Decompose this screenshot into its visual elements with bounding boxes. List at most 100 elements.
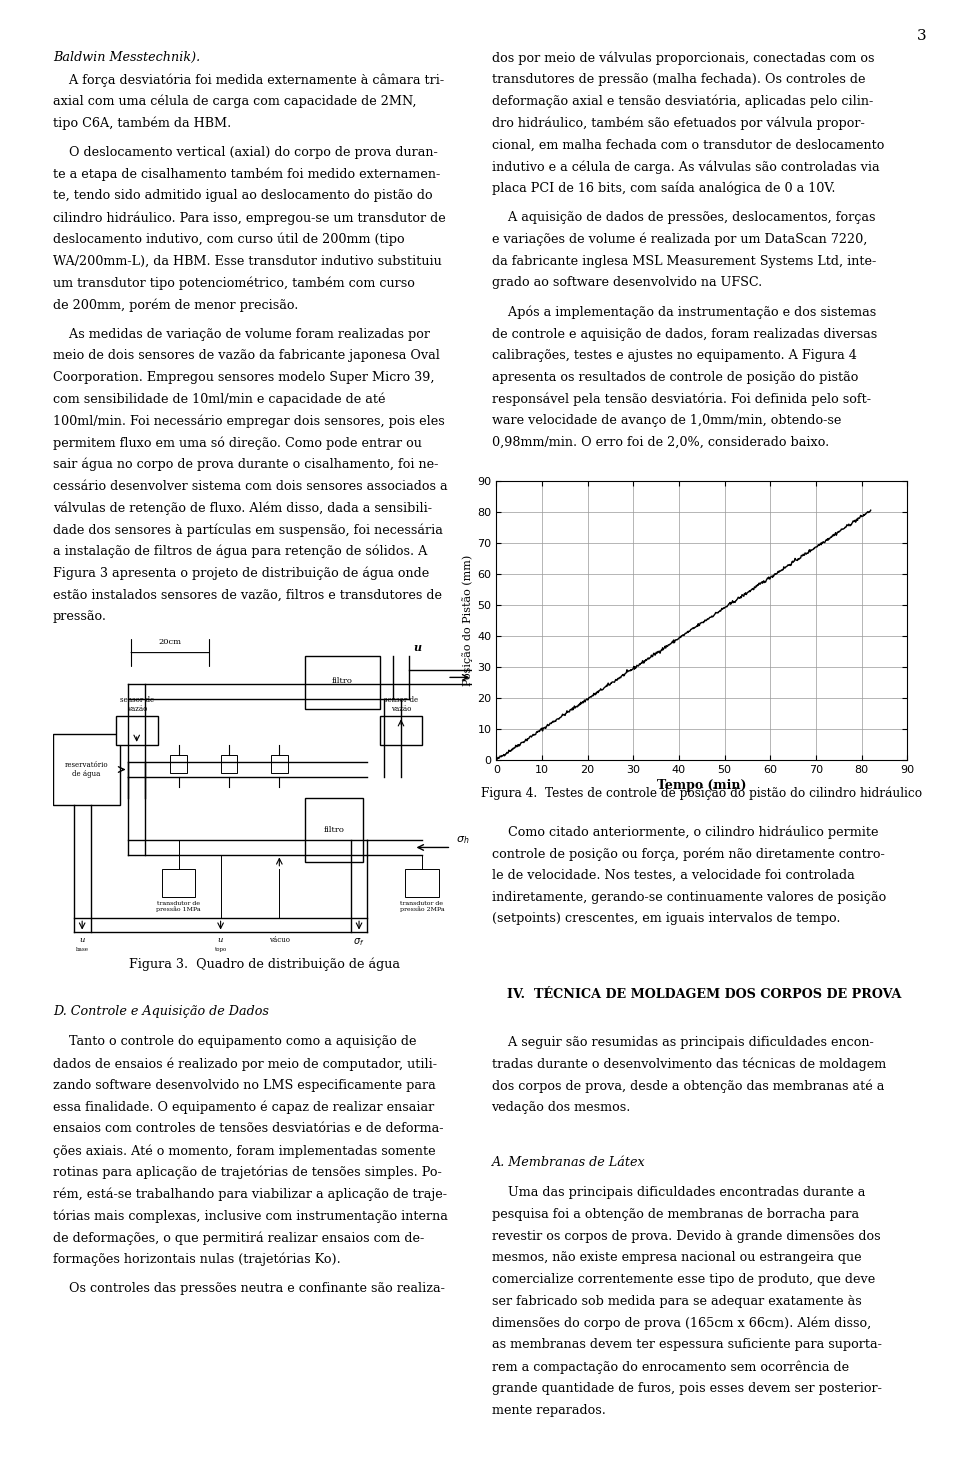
Text: mesmos, não existe empresa nacional ou estrangeira que: mesmos, não existe empresa nacional ou e… [492,1252,861,1265]
Text: Coorporation. Empregou sensores modelo Super Micro 39,: Coorporation. Empregou sensores modelo S… [53,372,434,383]
Text: comercialize correntemente esse tipo de produto, que deve: comercialize correntemente esse tipo de … [492,1274,875,1287]
Text: sensor de
vazão: sensor de vazão [120,696,154,712]
Text: responsável pela tensão desviatória. Foi definida pelo soft-: responsável pela tensão desviatória. Foi… [492,392,871,407]
Text: apresenta os resultados de controle de posição do pistão: apresenta os resultados de controle de p… [492,372,858,383]
Text: A força desviatória foi medida externamente à câmara tri-: A força desviatória foi medida extername… [53,73,444,87]
Text: reservatório
de água: reservatório de água [64,761,108,779]
Text: de controle e aquisição de dados, foram realizadas diversas: de controle e aquisição de dados, foram … [492,328,876,341]
Text: sair água no corpo de prova durante o cisalhamento, foi ne-: sair água no corpo de prova durante o ci… [53,458,438,472]
Text: essa finalidade. O equipamento é capaz de realizar ensaiar: essa finalidade. O equipamento é capaz d… [53,1100,434,1114]
Bar [380,717,422,745]
Text: tradas durante o desenvolvimento das técnicas de moldagem: tradas durante o desenvolvimento das téc… [492,1058,886,1071]
Bar [162,868,196,898]
Text: deslocamento indutivo, com curso útil de 200mm (tipo: deslocamento indutivo, com curso útil de… [53,234,404,247]
Text: zando software desenvolvido no LMS especificamente para: zando software desenvolvido no LMS espec… [53,1078,436,1091]
Text: vedação dos mesmos.: vedação dos mesmos. [492,1102,631,1115]
Text: O deslocamento vertical (axial) do corpo de prova duran-: O deslocamento vertical (axial) do corpo… [53,145,438,159]
Text: IV.  TÉCNICA DE MOLDAGEM DOS CORPOS DE PROVA: IV. TÉCNICA DE MOLDAGEM DOS CORPOS DE PR… [507,989,901,1002]
Text: tipo C6A, também da HBM.: tipo C6A, também da HBM. [53,116,231,131]
Text: ensaios com controles de tensões desviatórias e de deforma-: ensaios com controles de tensões desviat… [53,1122,444,1136]
Text: base: base [76,946,88,952]
Text: u: u [218,936,224,945]
Bar [271,755,288,773]
Text: controle de posição ou força, porém não diretamente contro-: controle de posição ou força, porém não … [492,848,884,861]
Bar [170,755,187,773]
Text: $\sigma_h$: $\sigma_h$ [456,834,469,846]
Text: transdutor de
pressão 2MPa: transdutor de pressão 2MPa [399,900,444,912]
Text: ser fabricado sob medida para se adequar exatamente às: ser fabricado sob medida para se adequar… [492,1294,861,1307]
Text: A aquisição de dados de pressões, deslocamentos, forças: A aquisição de dados de pressões, desloc… [492,212,875,225]
Text: filtro: filtro [324,826,345,834]
Text: 3: 3 [917,29,926,44]
Text: Figura 3.  Quadro de distribuição de água: Figura 3. Quadro de distribuição de água [130,958,400,971]
Text: as membranas devem ter espessura suficiente para suporta-: as membranas devem ter espessura suficie… [492,1338,881,1351]
Text: Figura 4.  Testes de controle de posição do pistão do cilindro hidráulico: Figura 4. Testes de controle de posição … [481,786,923,799]
Text: permitem fluxo em uma só direção. Como pode entrar ou: permitem fluxo em uma só direção. Como p… [53,436,421,450]
Text: pesquisa foi a obtenção de membranas de borracha para: pesquisa foi a obtenção de membranas de … [492,1208,858,1221]
Text: le de velocidade. Nos testes, a velocidade foi controlada: le de velocidade. Nos testes, a velocida… [492,868,854,881]
Text: D. Controle e Aquisição de Dados: D. Controle e Aquisição de Dados [53,1005,269,1018]
Text: formações horizontais nulas (trajetórias Ko).: formações horizontais nulas (trajetórias… [53,1253,341,1266]
Text: tórias mais complexas, inclusive com instrumentação interna: tórias mais complexas, inclusive com ins… [53,1209,447,1222]
Text: da fabricante inglesa MSL Measurement Systems Ltd, inte-: da fabricante inglesa MSL Measurement Sy… [492,254,876,267]
Text: de deformações, o que permitirá realizar ensaios com de-: de deformações, o que permitirá realizar… [53,1231,424,1244]
Text: u: u [80,936,84,945]
Text: grande quantidade de furos, pois esses devem ser posterior-: grande quantidade de furos, pois esses d… [492,1382,881,1396]
Text: Baldwin Messtechnik).: Baldwin Messtechnik). [53,51,200,65]
Text: transdutor de
pressão 1MPa: transdutor de pressão 1MPa [156,900,201,912]
Bar [405,868,439,898]
Text: axial com uma célula de carga com capacidade de 2MN,: axial com uma célula de carga com capaci… [53,95,417,109]
Text: 0,98mm/min. O erro foi de 2,0%, considerado baixo.: 0,98mm/min. O erro foi de 2,0%, consider… [492,436,828,450]
X-axis label: Tempo (min): Tempo (min) [657,779,747,792]
Text: válvulas de retenção de fluxo. Além disso, dada a sensibili-: válvulas de retenção de fluxo. Além diss… [53,501,432,516]
Text: WA/200mm-L), da HBM. Esse transdutor indutivo substituiu: WA/200mm-L), da HBM. Esse transdutor ind… [53,254,442,267]
Text: grado ao software desenvolvido na UFSC.: grado ao software desenvolvido na UFSC. [492,276,762,289]
Text: 20cm: 20cm [158,638,181,645]
Bar [304,798,363,862]
Text: cessário desenvolver sistema com dois sensores associados a: cessário desenvolver sistema com dois se… [53,480,447,492]
Text: dimensões do corpo de prova (165cm x 66cm). Além disso,: dimensões do corpo de prova (165cm x 66c… [492,1316,871,1329]
Text: estão instalados sensores de vazão, filtros e transdutores de: estão instalados sensores de vazão, filt… [53,589,442,601]
Text: rem a compactação do enrocamento sem ocorrência de: rem a compactação do enrocamento sem oco… [492,1360,849,1374]
Text: dos por meio de válvulas proporcionais, conectadas com os: dos por meio de válvulas proporcionais, … [492,51,874,65]
Text: Uma das principais dificuldades encontradas durante a: Uma das principais dificuldades encontra… [492,1185,865,1199]
Text: revestir os corpos de prova. Devido à grande dimensões dos: revestir os corpos de prova. Devido à gr… [492,1230,880,1243]
Text: dados de ensaios é realizado por meio de computador, utili-: dados de ensaios é realizado por meio de… [53,1058,437,1071]
Text: a instalação de filtros de água para retenção de sólidos. A: a instalação de filtros de água para ret… [53,545,427,558]
Text: Os controles das pressões neutra e confinante são realiza-: Os controles das pressões neutra e confi… [53,1282,444,1296]
Text: Figura 3 apresenta o projeto de distribuição de água onde: Figura 3 apresenta o projeto de distribu… [53,567,429,580]
Text: dos corpos de prova, desde a obtenção das membranas até a: dos corpos de prova, desde a obtenção da… [492,1080,884,1093]
Text: ções axiais. Até o momento, foram implementadas somente: ções axiais. Até o momento, foram implem… [53,1144,436,1158]
Text: Após a implementação da instrumentação e dos sistemas: Após a implementação da instrumentação e… [492,306,876,319]
Text: Tanto o controle do equipamento como a aquisição de: Tanto o controle do equipamento como a a… [53,1036,417,1049]
Text: de 200mm, porém de menor precisão.: de 200mm, porém de menor precisão. [53,298,299,311]
Text: topo: topo [214,946,227,952]
Text: te, tendo sido admitido igual ao deslocamento do pistão do: te, tendo sido admitido igual ao desloca… [53,190,432,203]
Y-axis label: Posição do Pistão (mm): Posição do Pistão (mm) [463,554,473,686]
Text: dade dos sensores à partículas em suspensão, foi necessária: dade dos sensores à partículas em suspen… [53,523,443,536]
Text: A. Membranas de Látex: A. Membranas de Látex [492,1156,645,1169]
Text: com sensibilidade de 10ml/min e capacidade de até: com sensibilidade de 10ml/min e capacida… [53,392,385,407]
Bar [304,657,380,710]
Text: rém, está-se trabalhando para viabilizar a aplicação de traje-: rém, está-se trabalhando para viabilizar… [53,1187,446,1202]
Text: (setpoints) crescentes, em iguais intervalos de tempo.: (setpoints) crescentes, em iguais interv… [492,912,840,925]
Text: placa PCI de 16 bits, com saída analógica de 0 a 10V.: placa PCI de 16 bits, com saída analógic… [492,182,835,195]
Text: e variações de volume é realizada por um DataScan 7220,: e variações de volume é realizada por um… [492,234,867,247]
Text: meio de dois sensores de vazão da fabricante japonesa Oval: meio de dois sensores de vazão da fabric… [53,350,440,363]
Text: rotinas para aplicação de trajetórias de tensões simples. Po-: rotinas para aplicação de trajetórias de… [53,1166,442,1180]
Text: indiretamente, gerando-se continuamente valores de posição: indiretamente, gerando-se continuamente … [492,890,886,903]
Bar [53,734,120,805]
Text: u: u [414,642,421,652]
Text: As medidas de variação de volume foram realizadas por: As medidas de variação de volume foram r… [53,328,430,341]
Text: indutivo e a célula de carga. As válvulas são controladas via: indutivo e a célula de carga. As válvula… [492,160,879,173]
Text: filtro: filtro [332,677,352,685]
Text: um transdutor tipo potenciométrico, também com curso: um transdutor tipo potenciométrico, tamb… [53,276,415,289]
Text: deformação axial e tensão desviatória, aplicadas pelo cilin-: deformação axial e tensão desviatória, a… [492,95,873,109]
Text: mente reparados.: mente reparados. [492,1403,606,1416]
Text: ware velocidade de avanço de 1,0mm/min, obtendo-se: ware velocidade de avanço de 1,0mm/min, … [492,414,841,427]
Text: calibrações, testes e ajustes no equipamento. A Figura 4: calibrações, testes e ajustes no equipam… [492,350,856,363]
Text: 100ml/min. Foi necessário empregar dois sensores, pois eles: 100ml/min. Foi necessário empregar dois … [53,414,444,427]
Text: cilindro hidráulico. Para isso, empregou-se um transdutor de: cilindro hidráulico. Para isso, empregou… [53,212,445,225]
Text: cional, em malha fechada com o transdutor de deslocamento: cional, em malha fechada com o transduto… [492,138,884,151]
Text: dro hidráulico, também são efetuados por válvula propor-: dro hidráulico, também são efetuados por… [492,116,864,131]
